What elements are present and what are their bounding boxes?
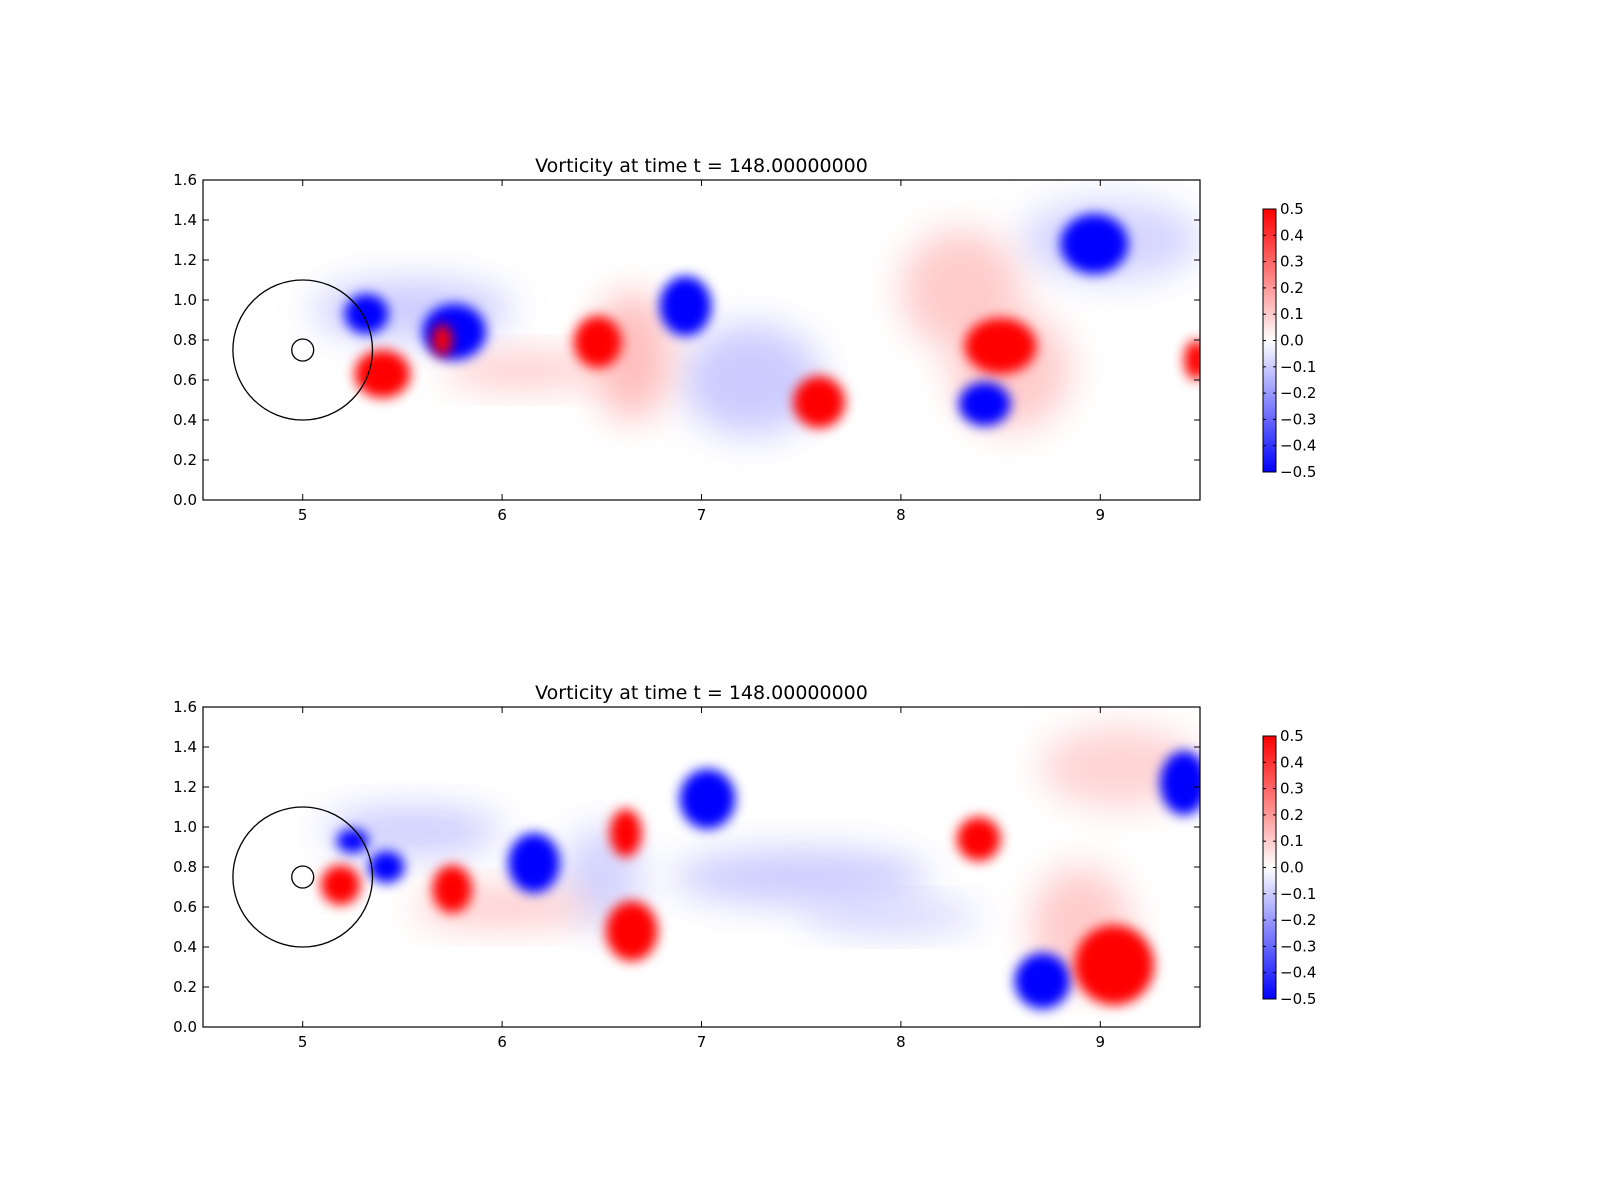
y-tick-label: 1.0: [173, 818, 197, 836]
negative-vortex: [679, 769, 736, 829]
colorbar-label: 0.3: [1280, 780, 1304, 798]
colorbar-label: 0.0: [1280, 859, 1304, 877]
colorbar-label: −0.3: [1280, 937, 1316, 955]
y-tick-label: 0.8: [173, 858, 197, 876]
colorbar-label: −0.2: [1280, 384, 1316, 402]
x-tick-label: 7: [697, 506, 707, 524]
x-tick-label: 9: [1096, 506, 1106, 524]
colorbar-label: −0.4: [1280, 964, 1316, 982]
colorbar: 0.5 0.4 0.3 0.2 0.1 0.0 −0.1 −0.2 −0.3 −0.4 −0.5: [1262, 200, 1316, 481]
positive-vortex: [432, 324, 453, 356]
negative-vortex: [671, 849, 931, 905]
y-tick-label: 1.4: [173, 738, 197, 756]
positive-vortex: [442, 352, 602, 388]
y-tick-label: 1.2: [173, 251, 197, 269]
y-tick-label: 0.0: [173, 1018, 197, 1036]
colorbar: 0.5 0.4 0.3 0.2 0.1 0.0 −0.1 −0.2 −0.3 −0.4 −0.5: [1262, 727, 1316, 1008]
outer-circle: [232, 279, 374, 421]
colorbar-label: 0.2: [1280, 806, 1304, 824]
panel-title: Vorticity at time t = 148.00000000: [535, 155, 868, 177]
negative-vortex: [659, 276, 712, 336]
positive-vortex: [609, 809, 642, 857]
y-tick-label: 0.2: [173, 451, 197, 469]
colorbar-label: −0.2: [1280, 911, 1316, 929]
colorbar-label: 0.2: [1280, 279, 1304, 297]
colorbar-label: 0.3: [1280, 253, 1304, 271]
positive-vortex: [320, 865, 361, 905]
y-tick-label: 1.4: [173, 211, 197, 229]
positive-vortex: [354, 350, 411, 398]
negative-vortex: [681, 324, 822, 436]
panel-title: Vorticity at time t = 148.00000000: [535, 682, 868, 704]
colorbar-label: −0.4: [1280, 437, 1316, 455]
x-tick-label: 8: [896, 506, 906, 524]
y-tick-label: 0.6: [173, 371, 197, 389]
colorbar-label: 0.4: [1280, 753, 1304, 771]
positive-vortex: [1040, 727, 1200, 807]
positive-vortex: [573, 316, 622, 368]
x-tick-label: 5: [298, 506, 308, 524]
y-tick-label: 0.4: [173, 938, 197, 956]
y-tick-label: 1.6: [173, 698, 197, 716]
panel-2: 5 6 7 8 9 0.0 0.2 0.4 0.6 0.8 1.0 1.2 1.4 1.6 Vorticit…: [173, 682, 1316, 1051]
x-tick-label: 6: [497, 1033, 507, 1051]
y-tick-label: 0.8: [173, 331, 197, 349]
colorbar-label: 0.0: [1280, 332, 1304, 350]
negative-vortex: [1014, 953, 1071, 1009]
y-tick-label: 0.0: [173, 491, 197, 509]
x-tick-label: 9: [1096, 1033, 1106, 1051]
colorbar-label: −0.1: [1280, 885, 1316, 903]
x-tick-label: 8: [896, 1033, 906, 1051]
negative-vortex: [368, 851, 405, 883]
colorbar-label: −0.1: [1280, 358, 1316, 376]
negative-vortex: [801, 901, 981, 933]
positive-vortex: [432, 865, 473, 913]
positive-vortex: [956, 817, 1001, 861]
colorbar-label: 0.5: [1280, 200, 1304, 218]
cylinder-circle: [291, 338, 315, 362]
colorbar-label: 0.1: [1280, 832, 1304, 850]
positive-vortex: [964, 318, 1037, 374]
positive-vortex: [1074, 925, 1155, 1005]
positive-vortex: [793, 376, 846, 428]
colorbar-label: −0.3: [1280, 410, 1316, 428]
y-tick-label: 0.2: [173, 978, 197, 996]
y-tick-label: 0.6: [173, 898, 197, 916]
positive-vortex: [1184, 340, 1200, 380]
vorticity-field: [312, 200, 1200, 436]
y-tick-label: 1.0: [173, 291, 197, 309]
negative-vortex: [422, 304, 487, 360]
vorticity-field: [320, 727, 1200, 1009]
negative-vortex: [1060, 214, 1129, 274]
y-tick-label: 1.2: [173, 778, 197, 796]
x-tick-label: 5: [298, 1033, 308, 1051]
x-tick-label: 7: [697, 1033, 707, 1051]
positive-vortex: [605, 901, 658, 961]
panel-1: 5 6 7 8 9 0.0 0.2 0.4 0.6 0.8 1.0 1.2 1.4 1.6 Vorticit…: [173, 155, 1316, 524]
negative-vortex: [1160, 751, 1200, 815]
colorbar-label: 0.5: [1280, 727, 1304, 745]
x-tick-label: 6: [497, 506, 507, 524]
outer-circle: [232, 806, 374, 948]
colorbar-label: −0.5: [1280, 990, 1316, 1008]
negative-vortex: [958, 382, 1011, 426]
negative-vortex: [508, 833, 560, 893]
colorbar-label: −0.5: [1280, 463, 1316, 481]
colorbar-label: 0.1: [1280, 305, 1304, 323]
colorbar-label: 0.4: [1280, 226, 1304, 244]
y-tick-label: 1.6: [173, 171, 197, 189]
negative-vortex: [336, 829, 369, 853]
y-tick-label: 0.4: [173, 411, 197, 429]
cylinder-circle: [291, 865, 315, 889]
